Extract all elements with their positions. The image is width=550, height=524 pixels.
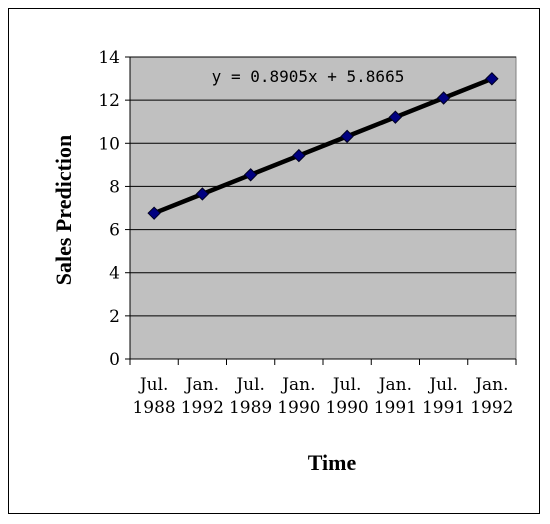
y-axis-title: Sales Prediction: [51, 135, 76, 286]
data-point: [388, 110, 403, 124]
trendline-equation: y = 0.8905x + 5.8665: [212, 67, 405, 86]
x-tick-label: Jan. 1992: [181, 375, 224, 418]
y-tick-label: 8: [109, 177, 120, 197]
x-tick-label: Jul. 1991: [422, 375, 465, 418]
y-tick-label: 12: [98, 91, 120, 111]
data-point: [147, 206, 161, 220]
data-point: [340, 129, 354, 144]
data-point: [195, 187, 210, 201]
plot-area: [129, 56, 517, 360]
y-tick-label: 14: [98, 48, 120, 68]
data-point: [436, 91, 451, 105]
y-tick-label: 2: [109, 307, 120, 327]
y-tick-label: 0: [109, 350, 120, 370]
series-line: [153, 76, 493, 216]
x-tick-label: Jul. 1988: [132, 375, 175, 418]
x-tick-label: Jan. 1991: [374, 375, 417, 418]
data-point: [243, 168, 258, 182]
data-point: [485, 72, 499, 86]
x-tick-label: Jan. 1990: [277, 375, 320, 418]
x-tick-label: Jan. 1992: [470, 375, 513, 418]
x-tick-label: Jul. 1989: [229, 375, 272, 418]
y-tick-label: 6: [109, 221, 120, 241]
y-tick-label: 10: [98, 134, 120, 154]
data-point: [292, 148, 306, 163]
y-tick-label: 4: [109, 264, 120, 284]
x-axis-title: Time: [308, 450, 357, 475]
x-tick-label: Jul. 1990: [325, 375, 368, 418]
